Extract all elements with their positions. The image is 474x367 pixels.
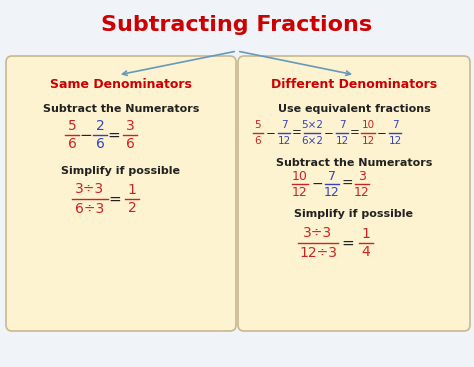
Text: 3: 3 xyxy=(126,119,134,133)
Text: 6: 6 xyxy=(126,137,135,151)
Text: 2: 2 xyxy=(128,201,137,215)
Text: 6: 6 xyxy=(96,137,104,151)
Text: 12: 12 xyxy=(324,185,340,199)
Text: 12: 12 xyxy=(361,136,374,146)
Text: =: = xyxy=(108,127,120,142)
Text: 6: 6 xyxy=(255,136,261,146)
Text: 6×2: 6×2 xyxy=(301,136,323,146)
Text: 7: 7 xyxy=(281,120,287,130)
FancyBboxPatch shape xyxy=(6,56,236,331)
Text: 12: 12 xyxy=(388,136,401,146)
Text: 2: 2 xyxy=(96,119,104,133)
Text: 12÷3: 12÷3 xyxy=(299,246,337,260)
Text: 6: 6 xyxy=(68,137,76,151)
Text: Subtract the Numerators: Subtract the Numerators xyxy=(43,104,199,114)
Text: 3÷3: 3÷3 xyxy=(303,226,333,240)
Text: 7: 7 xyxy=(392,120,398,130)
Text: Different Denominators: Different Denominators xyxy=(271,79,437,91)
Text: 10: 10 xyxy=(362,120,374,130)
Text: 6÷3: 6÷3 xyxy=(75,202,105,216)
Text: −: − xyxy=(377,127,387,139)
Text: −: − xyxy=(324,127,334,139)
Text: Simplify if possible: Simplify if possible xyxy=(62,166,181,176)
Text: 3: 3 xyxy=(358,170,366,182)
Text: 5: 5 xyxy=(68,119,76,133)
Text: 4: 4 xyxy=(362,245,370,259)
Text: 7: 7 xyxy=(339,120,346,130)
Text: Simplify if possible: Simplify if possible xyxy=(294,209,413,219)
Text: Same Denominators: Same Denominators xyxy=(50,79,192,91)
Text: Subtract the Numerators: Subtract the Numerators xyxy=(276,158,432,168)
Text: −: − xyxy=(80,127,92,142)
Text: =: = xyxy=(341,177,353,191)
FancyBboxPatch shape xyxy=(238,56,470,331)
Text: 10: 10 xyxy=(292,170,308,182)
Text: 12: 12 xyxy=(354,185,370,199)
Text: =: = xyxy=(109,192,121,207)
Text: 12: 12 xyxy=(336,136,348,146)
Text: 1: 1 xyxy=(362,227,371,241)
Text: −: − xyxy=(311,177,323,191)
Text: Subtracting Fractions: Subtracting Fractions xyxy=(101,15,373,35)
Text: =: = xyxy=(350,127,360,139)
Text: −: − xyxy=(266,127,276,139)
Text: =: = xyxy=(342,236,355,251)
Text: 3÷3: 3÷3 xyxy=(75,182,105,196)
Text: 12: 12 xyxy=(277,136,291,146)
Text: =: = xyxy=(292,127,302,139)
Text: 12: 12 xyxy=(292,185,308,199)
Text: 1: 1 xyxy=(128,183,137,197)
Text: 5×2: 5×2 xyxy=(301,120,323,130)
Text: Use equivalent fractions: Use equivalent fractions xyxy=(278,104,430,114)
Text: 7: 7 xyxy=(328,170,336,182)
Text: 5: 5 xyxy=(255,120,261,130)
